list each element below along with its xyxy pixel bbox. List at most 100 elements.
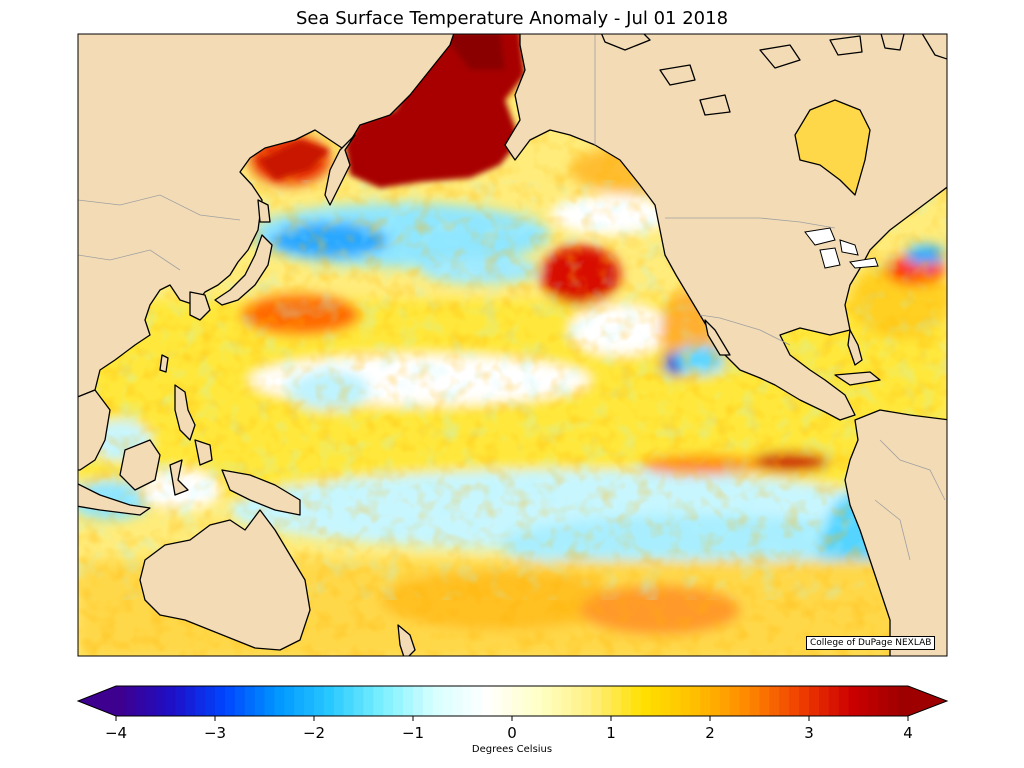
colorbar-tick-label: 2 <box>705 724 715 742</box>
colorbar-segment <box>799 686 810 716</box>
map-title: Sea Surface Temperature Anomaly - Jul 01… <box>295 8 729 29</box>
colorbar-segment <box>492 686 503 716</box>
colorbar-segment <box>630 686 642 716</box>
colorbar-segment <box>403 686 414 716</box>
australia <box>139 509 311 651</box>
colorbar-segment <box>284 686 295 716</box>
colorbar-segment <box>729 686 741 716</box>
colorbar-segment <box>244 686 256 716</box>
colorbar-segment <box>710 686 721 716</box>
colorbar-segment <box>363 686 374 716</box>
philippines <box>174 384 196 441</box>
colorbar-segment <box>571 686 582 716</box>
colorbar-segment <box>779 686 790 716</box>
colorbar-segment <box>838 686 850 716</box>
colorbar-segment <box>294 686 305 716</box>
colorbar-segment <box>660 686 671 716</box>
bering-sea-warm-anomaly <box>258 34 525 188</box>
colorbar-segment <box>581 686 592 716</box>
colorbar-segment <box>452 686 464 716</box>
colorbar-segment <box>898 686 909 716</box>
colorbar-segment <box>670 686 681 716</box>
colorbar-segment <box>759 686 770 716</box>
colorbar-segment <box>650 686 662 716</box>
colorbar-segment <box>185 686 196 716</box>
colorbar-segment <box>234 686 246 716</box>
colorbar-segment <box>531 686 543 716</box>
colorbar-tick-label: 0 <box>507 724 517 742</box>
colorbar-segment <box>521 686 533 716</box>
colorbar-tick-label: −1 <box>402 724 424 742</box>
colorbar-segment <box>868 686 879 716</box>
great-lakes <box>804 227 879 269</box>
colorbar-segment <box>413 686 424 716</box>
japan <box>214 234 273 306</box>
colorbar-segment <box>690 686 701 716</box>
colorbar-segment <box>224 686 236 716</box>
colorbar-segment <box>472 686 483 716</box>
colorbar-segment <box>125 686 137 716</box>
colorbar-segment <box>274 686 285 716</box>
colorbar-segment <box>393 686 404 716</box>
colorbar-segment <box>155 686 167 716</box>
colorbar-segment <box>353 686 365 716</box>
colorbar-segment <box>551 686 563 716</box>
colorbar-segment <box>719 686 731 716</box>
colorbar-segment <box>482 686 493 716</box>
colorbar-segment <box>848 686 860 716</box>
colorbar-segment <box>195 686 206 716</box>
colorbar-segment <box>878 686 889 716</box>
kamchatka <box>324 134 356 206</box>
colorbar-segment <box>789 686 800 716</box>
colorbar-segment <box>611 686 622 716</box>
colorbar-segment <box>383 686 394 716</box>
colorbar-segment <box>323 686 335 716</box>
colorbar-segment <box>432 686 444 716</box>
colorbar-segment <box>591 686 602 716</box>
colorbar-tick-label: −2 <box>303 724 325 742</box>
colorbar-segment <box>135 686 147 716</box>
colorbar-segment <box>165 686 176 716</box>
colorbar-segment <box>314 686 325 716</box>
colorbar-segment <box>462 686 473 716</box>
land <box>78 34 947 656</box>
new-guinea <box>221 469 301 516</box>
colorbar-min-extend <box>78 686 116 716</box>
borders <box>78 34 946 561</box>
colorbar-segment <box>175 686 186 716</box>
colorbar-segment <box>680 686 691 716</box>
colorbar-tick-label: −3 <box>204 724 226 742</box>
credit-label: College of DuPage NEXLAB <box>806 636 936 650</box>
colorbar-segment <box>620 686 632 716</box>
colorbar-segment <box>264 686 275 716</box>
colorbar-segment <box>512 686 523 716</box>
colorbar-segment <box>215 686 226 716</box>
asia-landmass <box>78 34 455 398</box>
colorbar-segment <box>858 686 869 716</box>
colorbar-segment <box>818 686 830 716</box>
colorbar-segment <box>749 686 761 716</box>
colorbar-tick-label: −4 <box>105 724 127 742</box>
colorbar-segment <box>422 686 434 716</box>
colorbar-segment <box>541 686 553 716</box>
colorbar: −4 −3 −2 −1 0 1 2 3 4 <box>76 685 949 742</box>
colorbar-segment <box>205 686 216 716</box>
colorbar-segment <box>809 686 820 716</box>
colorbar-segment <box>700 686 711 716</box>
colorbar-label: Degrees Celsius <box>471 744 553 755</box>
colorbar-segment <box>343 686 355 716</box>
colorbar-segment <box>373 686 384 716</box>
colorbar-segment <box>739 686 751 716</box>
colorbar-segment <box>254 686 266 716</box>
map-frame <box>77 33 948 657</box>
colorbar-segment <box>888 686 899 716</box>
borneo <box>119 439 161 491</box>
colorbar-max-extend <box>908 686 947 716</box>
colorbar-tick-label: 4 <box>903 724 913 742</box>
colorbar-tick-label: 1 <box>606 724 616 742</box>
colorbar-tick-label: 3 <box>804 724 814 742</box>
colorbar-segment <box>561 686 572 716</box>
colorbar-segment <box>333 686 345 716</box>
colorbar-segment <box>304 686 315 716</box>
colorbar-segment <box>502 686 513 716</box>
